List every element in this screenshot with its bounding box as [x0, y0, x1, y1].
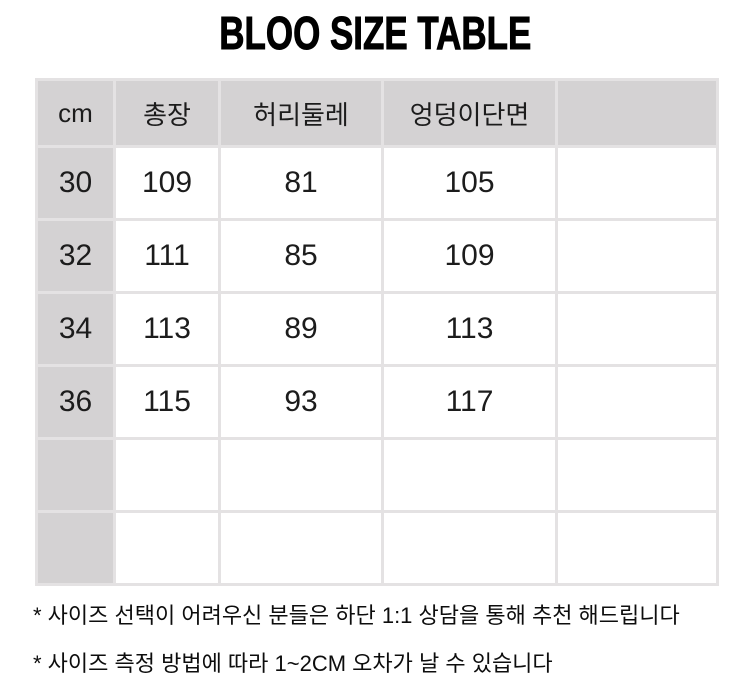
waist-value: 93: [218, 364, 384, 440]
hip-value: 109: [381, 218, 558, 294]
hip-value: 113: [381, 291, 558, 367]
waist-value: 85: [218, 218, 384, 294]
hip-value: 105: [381, 145, 558, 221]
table-row-size-32: 32 111 85 109: [35, 218, 719, 294]
size-label: [35, 510, 116, 586]
empty-cell: [555, 510, 719, 586]
waist-value: 89: [218, 291, 384, 367]
size-label: 34: [35, 291, 116, 367]
table-row-size-30: 30 109 81 105: [35, 145, 719, 221]
total-length-value: 113: [113, 291, 221, 367]
empty-cell: [113, 510, 221, 586]
waist-value: 81: [218, 145, 384, 221]
size-label: 32: [35, 218, 116, 294]
empty-cell: [381, 510, 558, 586]
size-table: cm 총장 허리둘레 엉덩이단면 30 109 81 105 32 111 85…: [35, 78, 719, 586]
total-length-value: 109: [113, 145, 221, 221]
empty-cell: [555, 291, 719, 367]
column-header-hip: 엉덩이단면: [381, 78, 558, 148]
note-measure-tolerance: * 사이즈 측정 방법에 따라 1~2CM 오차가 날 수 있습니다: [33, 651, 553, 676]
size-label: 36: [35, 364, 116, 440]
footnotes: * 사이즈 선택이 어려우신 분들은 하단 1:1 상담을 통해 추천 해드립니…: [33, 602, 750, 678]
total-length-value: 115: [113, 364, 221, 440]
hip-value: 117: [381, 364, 558, 440]
table-row-size-36: 36 115 93 117: [35, 364, 719, 440]
header-row: cm 총장 허리둘레 엉덩이단면: [35, 78, 719, 148]
empty-cell: [218, 510, 384, 586]
column-header-waist: 허리둘레: [218, 78, 384, 148]
size-label: 30: [35, 145, 116, 221]
table-row-empty-1: [35, 437, 719, 513]
column-header-unit: cm: [35, 78, 116, 148]
empty-cell: [113, 437, 221, 513]
column-header-empty: [555, 78, 719, 148]
empty-cell: [555, 364, 719, 440]
page-title: BLOO SIZE TABLE: [218, 7, 532, 59]
table-row-empty-2: [35, 510, 719, 586]
size-label: [35, 437, 116, 513]
empty-cell: [218, 437, 384, 513]
empty-cell: [555, 218, 719, 294]
column-header-total-length: 총장: [113, 78, 221, 148]
total-length-value: 111: [113, 218, 221, 294]
title-area: BLOO SIZE TABLE: [0, 0, 750, 68]
note-size-consult: * 사이즈 선택이 어려우신 분들은 하단 1:1 상담을 통해 추천 해드립니…: [33, 603, 680, 628]
empty-cell: [555, 437, 719, 513]
table-row-size-34: 34 113 89 113: [35, 291, 719, 367]
empty-cell: [555, 145, 719, 221]
empty-cell: [381, 437, 558, 513]
